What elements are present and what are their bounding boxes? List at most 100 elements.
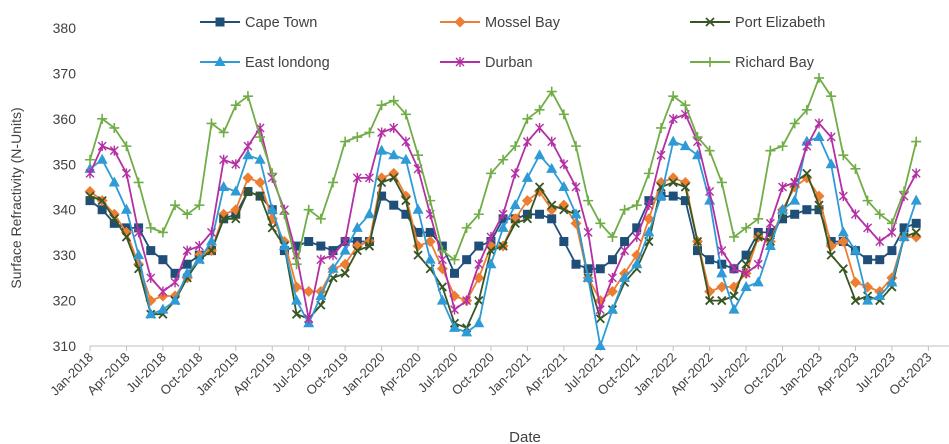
data-point	[898, 230, 910, 241]
data-point	[910, 194, 922, 205]
data-point	[486, 245, 496, 256]
data-point	[462, 255, 472, 265]
data-point	[85, 191, 95, 201]
data-point	[679, 140, 691, 151]
legend-label: Cape Town	[245, 15, 317, 31]
data-point	[753, 232, 763, 242]
data-point	[594, 340, 606, 350]
data-point	[886, 218, 897, 229]
data-point	[401, 136, 411, 147]
data-point	[850, 209, 860, 220]
y-tick-label: 360	[53, 111, 77, 127]
chart-legend: Cape Town Mossel Bay Port Elizabeth East lo…	[200, 15, 825, 71]
data-point	[862, 294, 874, 305]
data-point	[705, 295, 715, 306]
data-point	[97, 113, 108, 124]
data-point	[886, 276, 898, 287]
data-point	[97, 205, 107, 215]
data-point	[497, 221, 509, 232]
data-point	[826, 250, 836, 260]
data-point	[255, 191, 265, 201]
data-point	[522, 214, 533, 224]
data-point	[583, 264, 593, 274]
data-point	[206, 235, 217, 246]
data-point	[692, 236, 703, 247]
data-point	[364, 241, 375, 251]
data-point	[425, 227, 435, 237]
legend-marker	[454, 16, 466, 28]
data-point	[887, 227, 897, 238]
data-point	[461, 222, 472, 233]
data-point	[121, 141, 132, 152]
data-point	[606, 303, 618, 314]
data-point	[595, 314, 605, 324]
data-point	[413, 250, 423, 260]
legend-item: East londong	[200, 55, 330, 71]
data-point	[862, 195, 873, 206]
data-point	[510, 168, 520, 179]
x-axis-label: Date	[509, 429, 541, 444]
data-point	[752, 276, 764, 287]
data-point	[814, 72, 824, 83]
data-point	[570, 208, 582, 219]
data-point	[887, 246, 897, 256]
data-point	[413, 227, 423, 237]
data-point	[182, 209, 193, 220]
data-point	[157, 227, 168, 238]
data-point	[911, 227, 921, 238]
data-point	[109, 214, 119, 224]
data-point	[729, 263, 739, 274]
legend-item: Mossel Bay	[440, 15, 561, 31]
data-point	[875, 236, 885, 247]
data-point	[619, 204, 630, 215]
data-point	[182, 245, 192, 256]
data-point	[571, 259, 581, 269]
data-point	[158, 255, 168, 265]
data-point	[802, 168, 812, 179]
data-point	[376, 177, 387, 188]
data-point	[133, 177, 144, 188]
data-point	[425, 195, 436, 206]
legend-label: East londong	[245, 55, 330, 71]
data-point	[242, 172, 254, 184]
data-point	[583, 195, 594, 206]
data-point	[486, 231, 496, 242]
data-point	[304, 237, 314, 247]
data-point	[498, 154, 509, 165]
data-point	[547, 136, 557, 147]
data-point	[230, 185, 242, 196]
data-point	[352, 245, 362, 256]
data-point	[364, 127, 375, 138]
data-point	[705, 255, 715, 265]
data-point	[522, 136, 532, 147]
data-point	[899, 223, 909, 233]
data-point	[680, 182, 690, 192]
legend-marker	[705, 57, 715, 67]
data-point	[401, 195, 411, 206]
data-point	[655, 190, 667, 201]
data-point	[108, 176, 120, 187]
data-point	[583, 227, 593, 238]
data-point	[911, 168, 921, 179]
data-point	[145, 308, 157, 319]
data-point	[643, 168, 654, 179]
data-point	[109, 122, 120, 133]
data-point	[194, 200, 205, 211]
y-tick-label: 370	[53, 65, 77, 81]
data-point	[644, 200, 654, 211]
data-point	[620, 237, 630, 247]
legend-label: Durban	[485, 55, 533, 71]
data-point	[802, 141, 812, 152]
data-point	[315, 213, 326, 224]
data-point	[303, 204, 314, 215]
data-point	[219, 214, 229, 224]
data-point	[838, 150, 849, 161]
data-point	[521, 195, 533, 207]
data-point	[231, 214, 241, 224]
data-point	[364, 172, 374, 183]
series-mossel-bay	[84, 167, 922, 307]
data-point	[510, 141, 521, 152]
data-point	[692, 132, 703, 143]
data-point	[863, 222, 873, 233]
data-point	[157, 303, 169, 314]
